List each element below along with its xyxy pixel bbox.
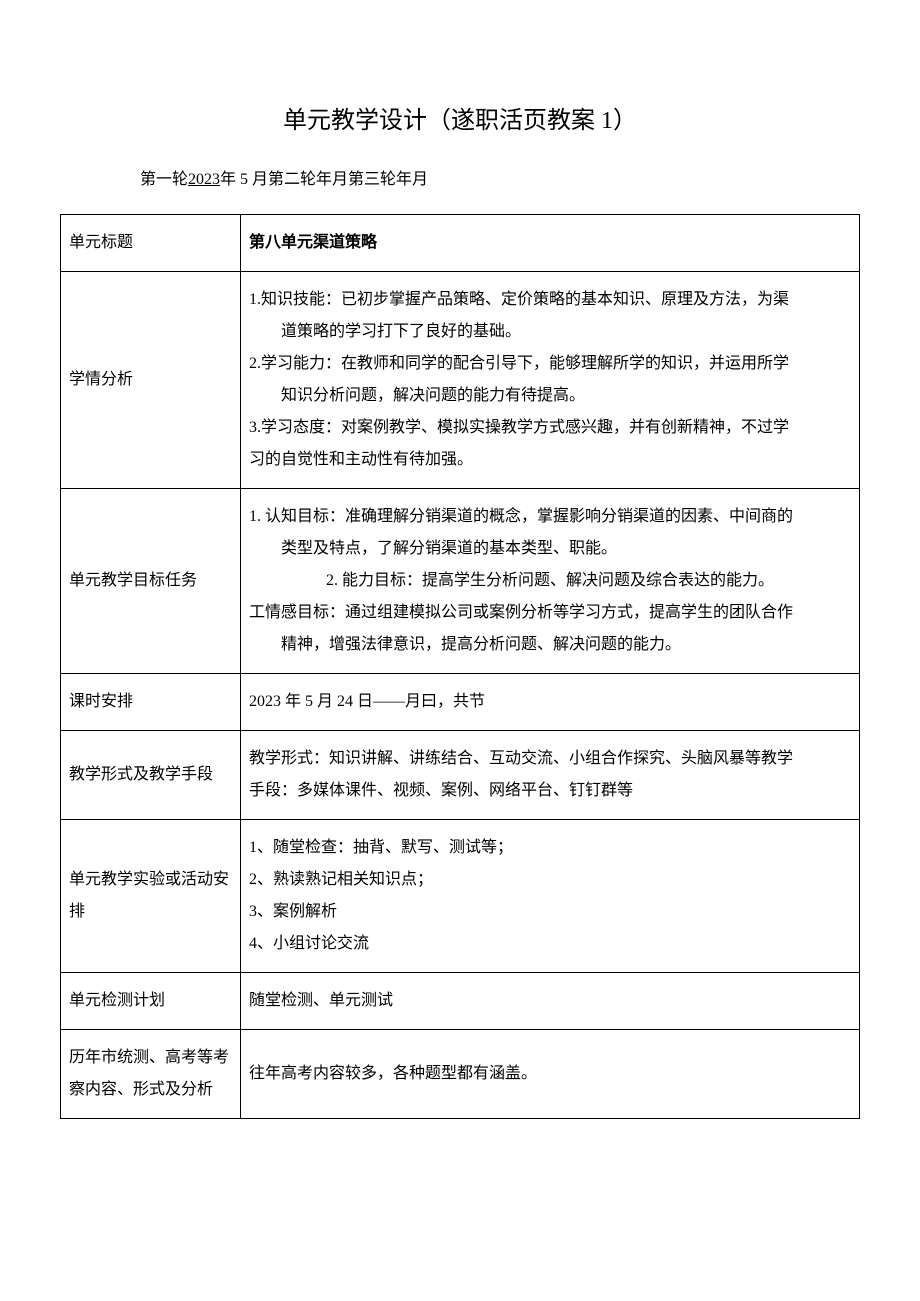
line: 知识分析问题，解决问题的能力有待提高。: [249, 380, 851, 412]
line: 道策略的学习打下了良好的基础。: [249, 316, 851, 348]
line: 精神，增强法律意识，提高分析问题、解决问题的能力。: [249, 629, 851, 661]
line: 3、案例解析: [249, 903, 337, 920]
line: 类型及特点，了解分销渠道的基本类型、职能。: [249, 533, 851, 565]
lesson-plan-table: 单元标题 第八单元渠道策略 学情分析 1.知识技能：已初步掌握产品策略、定价策略…: [60, 214, 860, 1119]
round1-prefix: 第一轮: [140, 171, 188, 188]
activities-content: 1、随堂检查：抽背、默写、测试等； 2、熟读熟记相关知识点； 3、案例解析 4、…: [241, 820, 860, 973]
line: 1、随堂检查：抽背、默写、测试等；: [249, 839, 513, 856]
exam-analysis-label: 历年市统测、高考等考察内容、形式及分析: [61, 1030, 241, 1119]
unit-title-label: 单元标题: [61, 215, 241, 272]
line: 4、小组讨论交流: [249, 935, 369, 952]
table-row: 单元检测计划 随堂检测、单元测试: [61, 973, 860, 1030]
line: 习的自觉性和主动性有待加强。: [249, 451, 473, 468]
rounds-line: 第一轮2023年 5 月第二轮年月第三轮年月: [60, 165, 860, 189]
student-analysis-label: 学情分析: [61, 272, 241, 489]
test-plan-label: 单元检测计划: [61, 973, 241, 1030]
round1-suffix: 年 5 月第二轮年月第三轮年月: [220, 171, 428, 188]
unit-title-content: 第八单元渠道策略: [241, 215, 860, 272]
line: 2.学习能力：在教师和同学的配合引导下，能够理解所学的知识，并运用所学: [249, 355, 789, 372]
student-analysis-content: 1.知识技能：已初步掌握产品策略、定价策略的基本知识、原理及方法，为渠 道策略的…: [241, 272, 860, 489]
objectives-label: 单元教学目标任务: [61, 489, 241, 674]
methods-content: 教学形式：知识讲解、讲练结合、互动交流、小组合作探究、头脑风暴等教学 手段：多媒…: [241, 731, 860, 820]
table-row: 单元教学实验或活动安排 1、随堂检查：抽背、默写、测试等； 2、熟读熟记相关知识…: [61, 820, 860, 973]
exam-analysis-content: 往年高考内容较多，各种题型都有涵盖。: [241, 1030, 860, 1119]
line: 2. 能力目标：提高学生分析问题、解决问题及综合表达的能力。: [249, 565, 851, 597]
line: 1. 认知目标：准确理解分销渠道的概念，掌握影响分销渠道的因素、中间商的: [249, 508, 793, 525]
table-row: 教学形式及教学手段 教学形式：知识讲解、讲练结合、互动交流、小组合作探究、头脑风…: [61, 731, 860, 820]
round1-year: 2023: [188, 171, 220, 188]
activities-label: 单元教学实验或活动安排: [61, 820, 241, 973]
table-row: 学情分析 1.知识技能：已初步掌握产品策略、定价策略的基本知识、原理及方法，为渠…: [61, 272, 860, 489]
table-row: 历年市统测、高考等考察内容、形式及分析 往年高考内容较多，各种题型都有涵盖。: [61, 1030, 860, 1119]
table-row: 单元标题 第八单元渠道策略: [61, 215, 860, 272]
schedule-label: 课时安排: [61, 674, 241, 731]
line: 2、熟读熟记相关知识点；: [249, 871, 433, 888]
page-title: 单元教学设计（遂职活页教案 1）: [60, 100, 860, 135]
table-row: 单元教学目标任务 1. 认知目标：准确理解分销渠道的概念，掌握影响分销渠道的因素…: [61, 489, 860, 674]
test-plan-content: 随堂检测、单元测试: [241, 973, 860, 1030]
line: 3.学习态度：对案例教学、模拟实操教学方式感兴趣，并有创新精神，不过学: [249, 419, 789, 436]
line: 工情感目标：通过组建模拟公司或案例分析等学习方式，提高学生的团队合作: [249, 604, 793, 621]
line: 1.知识技能：已初步掌握产品策略、定价策略的基本知识、原理及方法，为渠: [249, 291, 789, 308]
line: 手段：多媒体课件、视频、案例、网络平台、钉钉群等: [249, 782, 633, 799]
line: 教学形式：知识讲解、讲练结合、互动交流、小组合作探究、头脑风暴等教学: [249, 750, 793, 767]
methods-label: 教学形式及教学手段: [61, 731, 241, 820]
objectives-content: 1. 认知目标：准确理解分销渠道的概念，掌握影响分销渠道的因素、中间商的 类型及…: [241, 489, 860, 674]
table-row: 课时安排 2023 年 5 月 24 日——月曰，共节: [61, 674, 860, 731]
schedule-content: 2023 年 5 月 24 日——月曰，共节: [241, 674, 860, 731]
